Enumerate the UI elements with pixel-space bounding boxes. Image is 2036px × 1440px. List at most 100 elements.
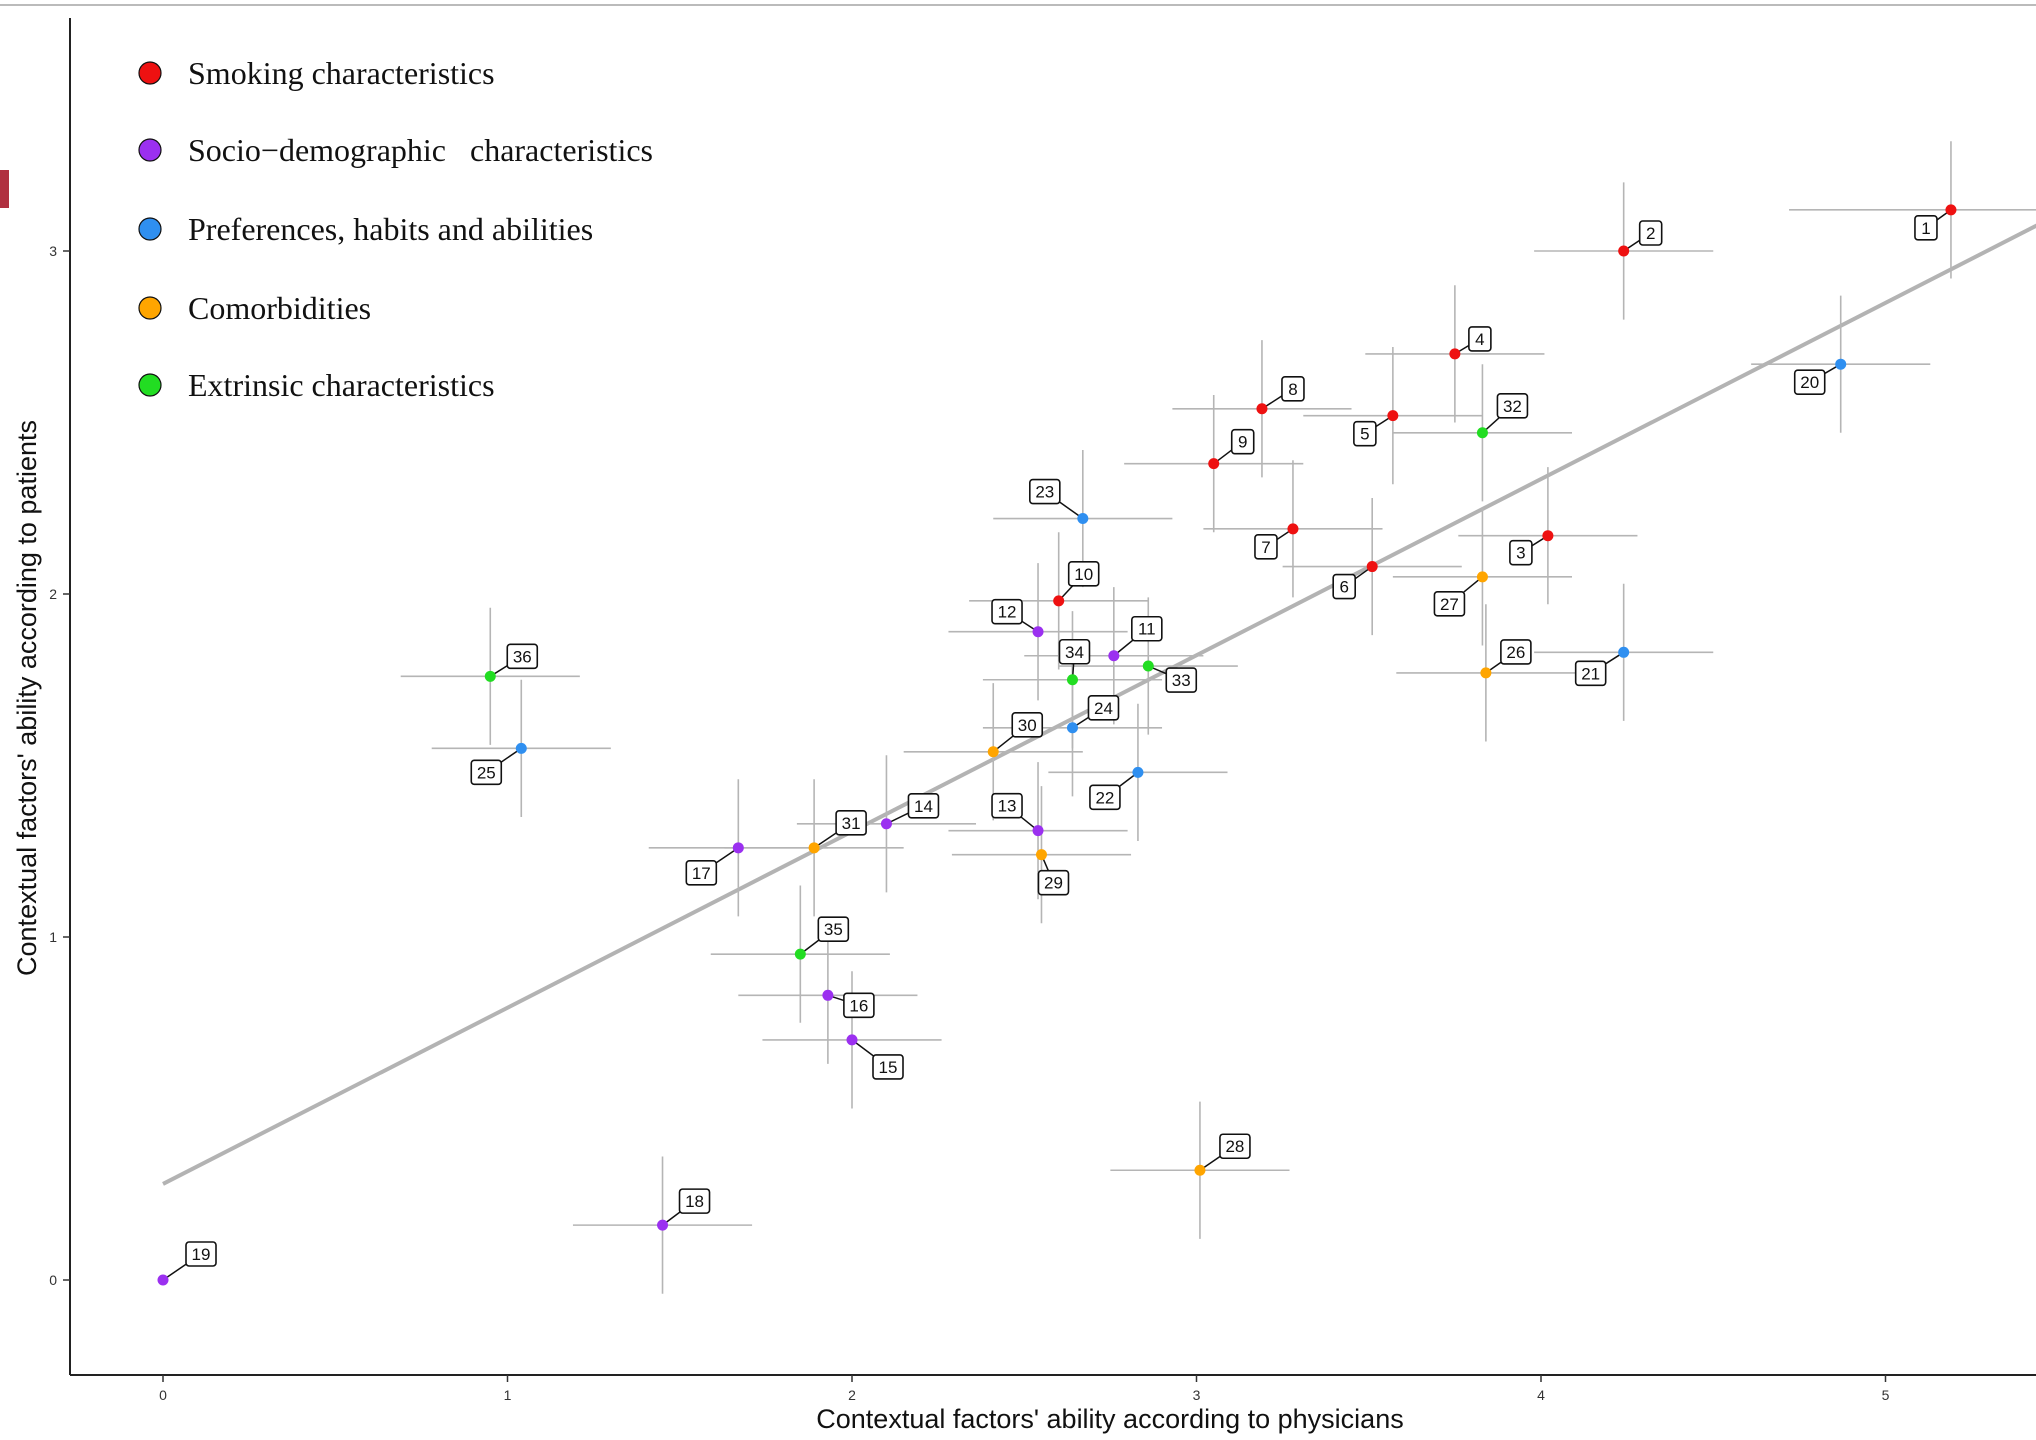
point-label-3: 3 [1516,544,1525,563]
data-point-3 [1542,530,1554,542]
point-label-box [1219,1133,1251,1160]
point-label-box [1058,638,1091,665]
point-label-box [506,643,539,670]
data-point-28 [1194,1164,1206,1176]
data-point-5 [1387,410,1399,422]
x-tick-label: 3 [1193,1387,1201,1403]
point-label-6: 6 [1339,578,1348,597]
point-label-box [1574,660,1607,687]
point-label-box [1230,428,1255,455]
point-label-box [1793,369,1826,395]
data-point-20 [1835,358,1847,370]
data-point-21 [1618,646,1630,658]
point-label-24: 24 [1094,699,1113,718]
data-point-6 [1366,561,1378,573]
data-point-33 [1142,660,1154,672]
point-label-2: 2 [1646,224,1655,243]
point-label-box [1500,639,1532,665]
point-label-22: 22 [1095,788,1114,807]
point-label-box [991,792,1023,819]
data-point-13 [1032,825,1044,837]
x-tick-label: 1 [504,1387,512,1403]
point-label-32: 32 [1503,397,1522,416]
data-point-27 [1476,571,1488,583]
point-label-8: 8 [1288,380,1297,399]
y-tick-label: 3 [49,243,57,259]
point-label-box [685,860,718,886]
data-point-14 [880,818,892,830]
point-label-10: 10 [1074,565,1093,584]
point-label-13: 13 [998,797,1017,816]
data-point-4 [1449,348,1461,360]
point-labels: 1234567891011121314151617181920212223242… [185,215,1938,1267]
legend-label: Comorbidities [188,290,371,326]
point-label-7: 7 [1261,538,1270,557]
point-label-14: 14 [914,797,933,816]
point-label-box [1067,561,1100,587]
data-points [157,204,1957,1286]
point-label-18: 18 [685,1192,704,1211]
data-point-25 [515,742,527,754]
point-label-29: 29 [1044,874,1063,893]
point-label-27: 27 [1440,595,1459,614]
point-label-11: 11 [1138,620,1156,639]
point-label-20: 20 [1800,373,1819,392]
point-label-box [1165,667,1198,693]
data-point-18 [657,1219,669,1231]
point-label-box [872,1054,904,1080]
data-point-10 [1053,595,1065,607]
data-point-1 [1945,204,1957,216]
point-label-box [1509,539,1533,566]
y-tick-label: 2 [49,586,57,602]
legend-label: Smoking characteristics [188,55,495,91]
point-label-box [1254,534,1278,560]
point-label-26: 26 [1506,643,1525,662]
point-label-box [991,598,1023,625]
point-label-box [1037,869,1070,896]
data-point-23 [1077,513,1089,525]
x-tick-label: 2 [848,1387,856,1403]
point-label-box [1433,591,1466,617]
legend: Smoking characteristics Socio−demographic… [138,55,653,403]
legend-marker [138,296,162,320]
data-point-7 [1287,523,1299,535]
y-tick-label: 1 [49,929,57,945]
point-label-box [1087,694,1120,721]
point-label-31: 31 [842,814,861,833]
legend-marker [138,138,162,162]
legend-label: Extrinsic characteristics [188,367,495,403]
point-label-28: 28 [1225,1137,1244,1156]
point-label-4: 4 [1475,330,1484,349]
data-point-9 [1208,458,1220,470]
point-label-12: 12 [998,603,1017,622]
data-point-29 [1035,849,1047,861]
point-label-box [678,1188,711,1214]
point-label-box [907,793,940,819]
data-point-16 [822,989,834,1001]
legend-label: Socio−demographic characteristics [188,132,653,168]
point-label-box [817,916,850,942]
red-edge-marker [0,170,9,208]
legend-marker [138,217,162,241]
data-point-12 [1032,626,1044,638]
point-label-box [1332,573,1356,600]
legend-marker [138,61,162,85]
point-label-box [185,1241,217,1267]
data-point-15 [846,1034,858,1046]
x-tick-label: 4 [1537,1387,1545,1403]
point-label-19: 19 [192,1245,211,1264]
data-point-22 [1132,766,1144,778]
point-label-box [1496,392,1529,419]
x-axis-title: Contextual factors' ability according to… [816,1404,1403,1434]
error-bars [400,141,2036,1294]
point-label-box [1914,215,1938,241]
point-label-17: 17 [692,864,711,883]
data-point-31 [808,842,820,854]
point-label-25: 25 [477,763,496,782]
point-label-35: 35 [824,920,843,939]
x-axis-ticks: 0 1 2 3 4 5 [159,1375,1890,1403]
point-label-box [1029,478,1061,505]
point-label-34: 34 [1065,643,1084,662]
point-label-16: 16 [849,996,868,1015]
